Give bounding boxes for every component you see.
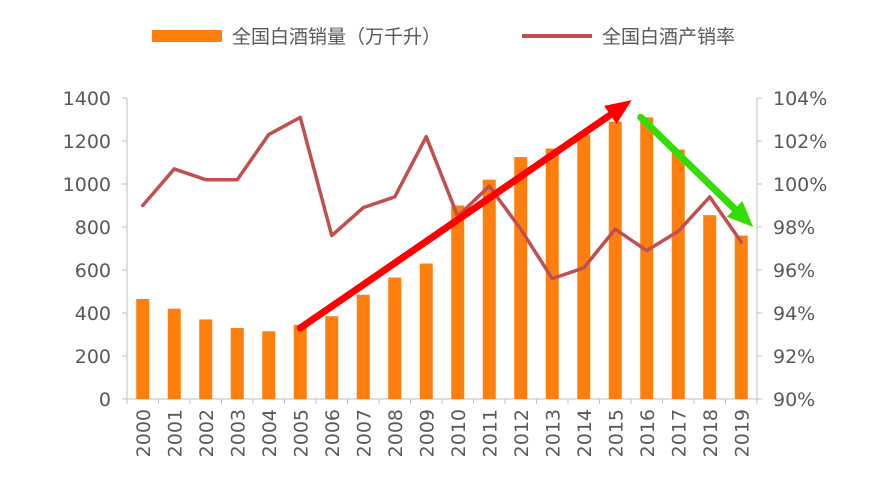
y-tick-label-right: 102% xyxy=(773,131,827,153)
bar-2016 xyxy=(640,117,654,399)
legend-bar-swatch xyxy=(152,29,222,42)
legend: 全国白酒销量（万千升） 全国白酒产销率 xyxy=(0,14,880,50)
x-tick-label-2003: 2003 xyxy=(227,409,249,457)
trend-arrow-down-head xyxy=(726,200,754,227)
bar-2002 xyxy=(199,319,213,399)
trend-arrow-up-head xyxy=(604,100,632,124)
y-tick-label-right: 100% xyxy=(773,174,827,196)
legend-line-swatch xyxy=(522,33,592,38)
y-tick-label-right: 104% xyxy=(773,88,827,110)
bar-2015 xyxy=(608,121,622,400)
x-tick-label-2017: 2017 xyxy=(668,409,690,457)
y-tick-label-right: 90% xyxy=(773,389,815,411)
legend-label-rate: 全国白酒产销率 xyxy=(602,26,736,48)
x-tick-label-2016: 2016 xyxy=(637,409,659,457)
x-tick-label-2015: 2015 xyxy=(605,409,627,457)
legend-item-sales: 全国白酒销量（万千升） xyxy=(152,22,441,49)
x-tick-label-2011: 2011 xyxy=(479,409,501,457)
y-tick-label-left: 800 xyxy=(75,217,111,239)
x-tick-label-2001: 2001 xyxy=(164,409,186,457)
bar-2013 xyxy=(545,148,559,399)
y-tick-label-left: 400 xyxy=(75,303,111,325)
bar-2004 xyxy=(262,331,276,399)
legend-item-rate: 全国白酒产销率 xyxy=(522,22,735,49)
trend-arrow-down-shaft xyxy=(637,113,739,213)
x-tick-label-2002: 2002 xyxy=(196,409,218,457)
x-tick-label-2000: 2000 xyxy=(133,409,155,457)
x-tick-label-2013: 2013 xyxy=(542,409,564,457)
x-tick-label-2006: 2006 xyxy=(322,409,344,457)
y-tick-label-left: 200 xyxy=(75,346,111,368)
bar-2009 xyxy=(419,263,433,399)
x-tick-label-2008: 2008 xyxy=(385,409,407,457)
x-tick-label-2009: 2009 xyxy=(416,409,438,457)
trend-arrow-up-shaft xyxy=(296,111,614,332)
bar-2017 xyxy=(671,149,685,399)
bar-2010 xyxy=(451,205,465,399)
bar-2019 xyxy=(734,235,748,399)
y-tick-label-left: 1000 xyxy=(63,174,111,196)
y-tick-label-right: 96% xyxy=(773,260,815,282)
x-tick-label-2014: 2014 xyxy=(574,409,596,457)
y-tick-label-right: 98% xyxy=(773,217,815,239)
bar-2018 xyxy=(703,215,717,399)
series-line-rate xyxy=(141,115,743,281)
bar-2008 xyxy=(388,277,402,399)
y-tick-label-left: 1400 xyxy=(63,88,111,110)
x-tick-label-2018: 2018 xyxy=(700,409,722,457)
x-tick-label-2005: 2005 xyxy=(290,409,312,457)
y-tick-label-left: 0 xyxy=(99,389,111,411)
x-tick-label-2007: 2007 xyxy=(353,409,375,457)
bar-2000 xyxy=(136,299,150,399)
y-tick-label-left: 1200 xyxy=(63,131,111,153)
bar-2005 xyxy=(293,324,307,399)
y-tick-label-right: 94% xyxy=(773,303,815,325)
y-tick-label-right: 92% xyxy=(773,346,815,368)
x-tick-label-2012: 2012 xyxy=(511,409,533,457)
bar-2012 xyxy=(514,157,528,399)
bar-2011 xyxy=(482,179,496,399)
x-tick-label-2004: 2004 xyxy=(259,409,281,457)
legend-label-sales: 全国白酒销量（万千升） xyxy=(232,26,442,48)
bar-2007 xyxy=(356,294,370,399)
x-tick-label-2019: 2019 xyxy=(731,409,753,457)
bar-2003 xyxy=(230,328,244,399)
x-tick-label-2010: 2010 xyxy=(448,409,470,457)
bar-2001 xyxy=(167,308,181,399)
bar-2006 xyxy=(325,316,339,399)
y-tick-label-left: 600 xyxy=(75,260,111,282)
